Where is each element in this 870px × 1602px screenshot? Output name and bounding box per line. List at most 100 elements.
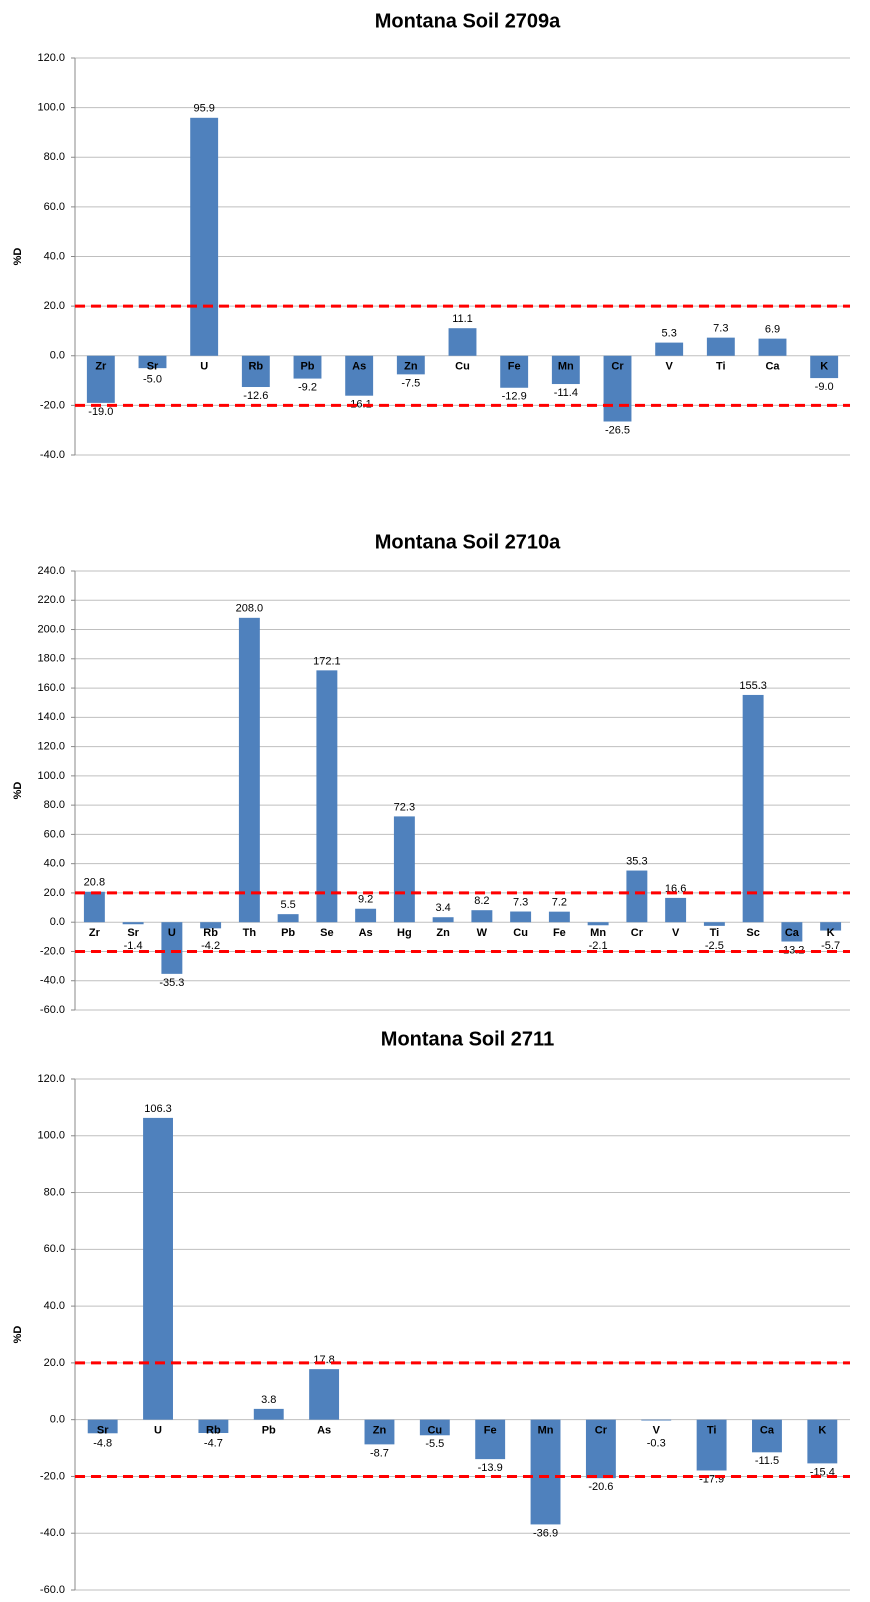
x-tick-label: Ca <box>765 361 780 373</box>
x-tick-label: Cu <box>455 361 470 373</box>
bar <box>696 1419 727 1471</box>
bar <box>641 1419 672 1421</box>
data-label: -2.1 <box>589 940 608 952</box>
data-label: -8.7 <box>370 1447 389 1459</box>
bar <box>143 1117 173 1420</box>
y-tick-label: 40.0 <box>44 858 65 870</box>
y-tick-label: 220.0 <box>37 594 65 606</box>
y-tick-label: 0.0 <box>50 1414 65 1426</box>
chart-title: Montana Soil 2710a <box>375 531 561 553</box>
x-tick-label: Mn <box>590 927 606 939</box>
data-label: 3.8 <box>261 1394 276 1406</box>
x-tick-label: Ti <box>716 361 726 373</box>
x-tick-label: U <box>200 361 208 373</box>
data-label: -19.0 <box>88 406 113 418</box>
y-tick-label: -20.0 <box>40 1470 65 1482</box>
x-tick-label: As <box>352 361 366 373</box>
data-label: -2.5 <box>705 940 724 952</box>
x-tick-label: Mn <box>538 1425 554 1437</box>
data-label: -5.0 <box>143 374 162 386</box>
x-tick-label: Fe <box>553 927 566 939</box>
data-label: -11.4 <box>554 387 578 399</box>
bar <box>500 355 529 388</box>
y-tick-label: 60.0 <box>44 828 65 840</box>
y-tick-label: -40.0 <box>40 975 65 987</box>
chart-title: Montana Soil 2709a <box>375 10 561 32</box>
bar <box>309 1369 340 1420</box>
x-tick-label: Zr <box>89 927 101 939</box>
data-label: -0.3 <box>647 1438 666 1450</box>
bar <box>393 816 415 923</box>
bar <box>665 897 687 923</box>
y-tick-label: 160.0 <box>37 682 65 694</box>
data-label: 155.3 <box>739 680 767 692</box>
data-label: 20.8 <box>84 877 105 889</box>
data-label: -35.3 <box>159 977 184 989</box>
data-label: 5.3 <box>662 328 677 340</box>
y-tick-label: 0.0 <box>50 350 65 362</box>
x-tick-label: Pb <box>300 361 314 373</box>
bar <box>585 1419 616 1479</box>
data-label: -1.4 <box>124 940 143 952</box>
y-tick-label: 60.0 <box>44 201 65 213</box>
x-tick-label: Sc <box>746 927 759 939</box>
x-tick-label: W <box>477 927 488 939</box>
bar <box>510 911 532 923</box>
bar <box>703 922 725 926</box>
bar <box>122 922 144 925</box>
x-tick-label: K <box>818 1425 826 1437</box>
bar <box>626 870 648 923</box>
y-tick-label: -20.0 <box>40 945 65 957</box>
y-tick-label: 40.0 <box>44 1300 65 1312</box>
data-label: 5.5 <box>280 899 295 911</box>
x-tick-label: Fe <box>484 1425 497 1437</box>
data-label: -4.2 <box>201 940 220 952</box>
bar <box>316 670 338 923</box>
bar <box>419 1419 450 1436</box>
bar <box>810 355 839 379</box>
data-label: -20.6 <box>588 1481 613 1493</box>
x-tick-label: As <box>317 1425 331 1437</box>
y-tick-label: 120.0 <box>37 1073 65 1085</box>
bar <box>432 917 454 923</box>
bar <box>807 1419 838 1464</box>
bar <box>241 355 270 388</box>
y-tick-label: 100.0 <box>37 770 65 782</box>
y-tick-label: 20.0 <box>44 887 65 899</box>
x-tick-label: U <box>168 927 176 939</box>
bar <box>530 1419 561 1525</box>
y-tick-label: 140.0 <box>37 711 65 723</box>
x-tick-label: Zn <box>404 361 418 373</box>
data-label: -4.8 <box>93 1438 112 1450</box>
data-label: -4.7 <box>204 1438 223 1450</box>
x-tick-label: K <box>827 927 835 939</box>
bar <box>293 355 322 379</box>
x-tick-label: K <box>820 361 828 373</box>
data-label: 7.3 <box>513 896 528 908</box>
data-label: 72.3 <box>394 801 415 813</box>
y-axis-label: %D <box>12 1326 24 1344</box>
bar <box>238 617 260 923</box>
y-tick-label: 80.0 <box>44 799 65 811</box>
bar <box>198 1419 229 1434</box>
data-label: -9.0 <box>815 381 834 393</box>
data-label: -12.6 <box>243 390 268 402</box>
bar <box>200 922 222 929</box>
x-tick-label: Cr <box>611 361 624 373</box>
x-tick-label: V <box>672 927 680 939</box>
data-label: 8.2 <box>474 895 489 907</box>
y-tick-label: 80.0 <box>44 1186 65 1198</box>
y-tick-label: 240.0 <box>37 565 65 577</box>
data-label: -12.9 <box>502 391 527 403</box>
x-tick-label: Ca <box>785 927 800 939</box>
x-tick-label: Pb <box>262 1425 276 1437</box>
x-tick-label: Se <box>320 927 333 939</box>
data-label: 6.9 <box>765 324 780 336</box>
x-tick-label: V <box>665 361 673 373</box>
y-tick-label: 120.0 <box>37 52 65 64</box>
y-tick-label: -40.0 <box>40 449 65 461</box>
y-tick-label: 40.0 <box>44 250 65 262</box>
x-tick-label: Cr <box>631 927 644 939</box>
x-tick-label: U <box>154 1425 162 1437</box>
